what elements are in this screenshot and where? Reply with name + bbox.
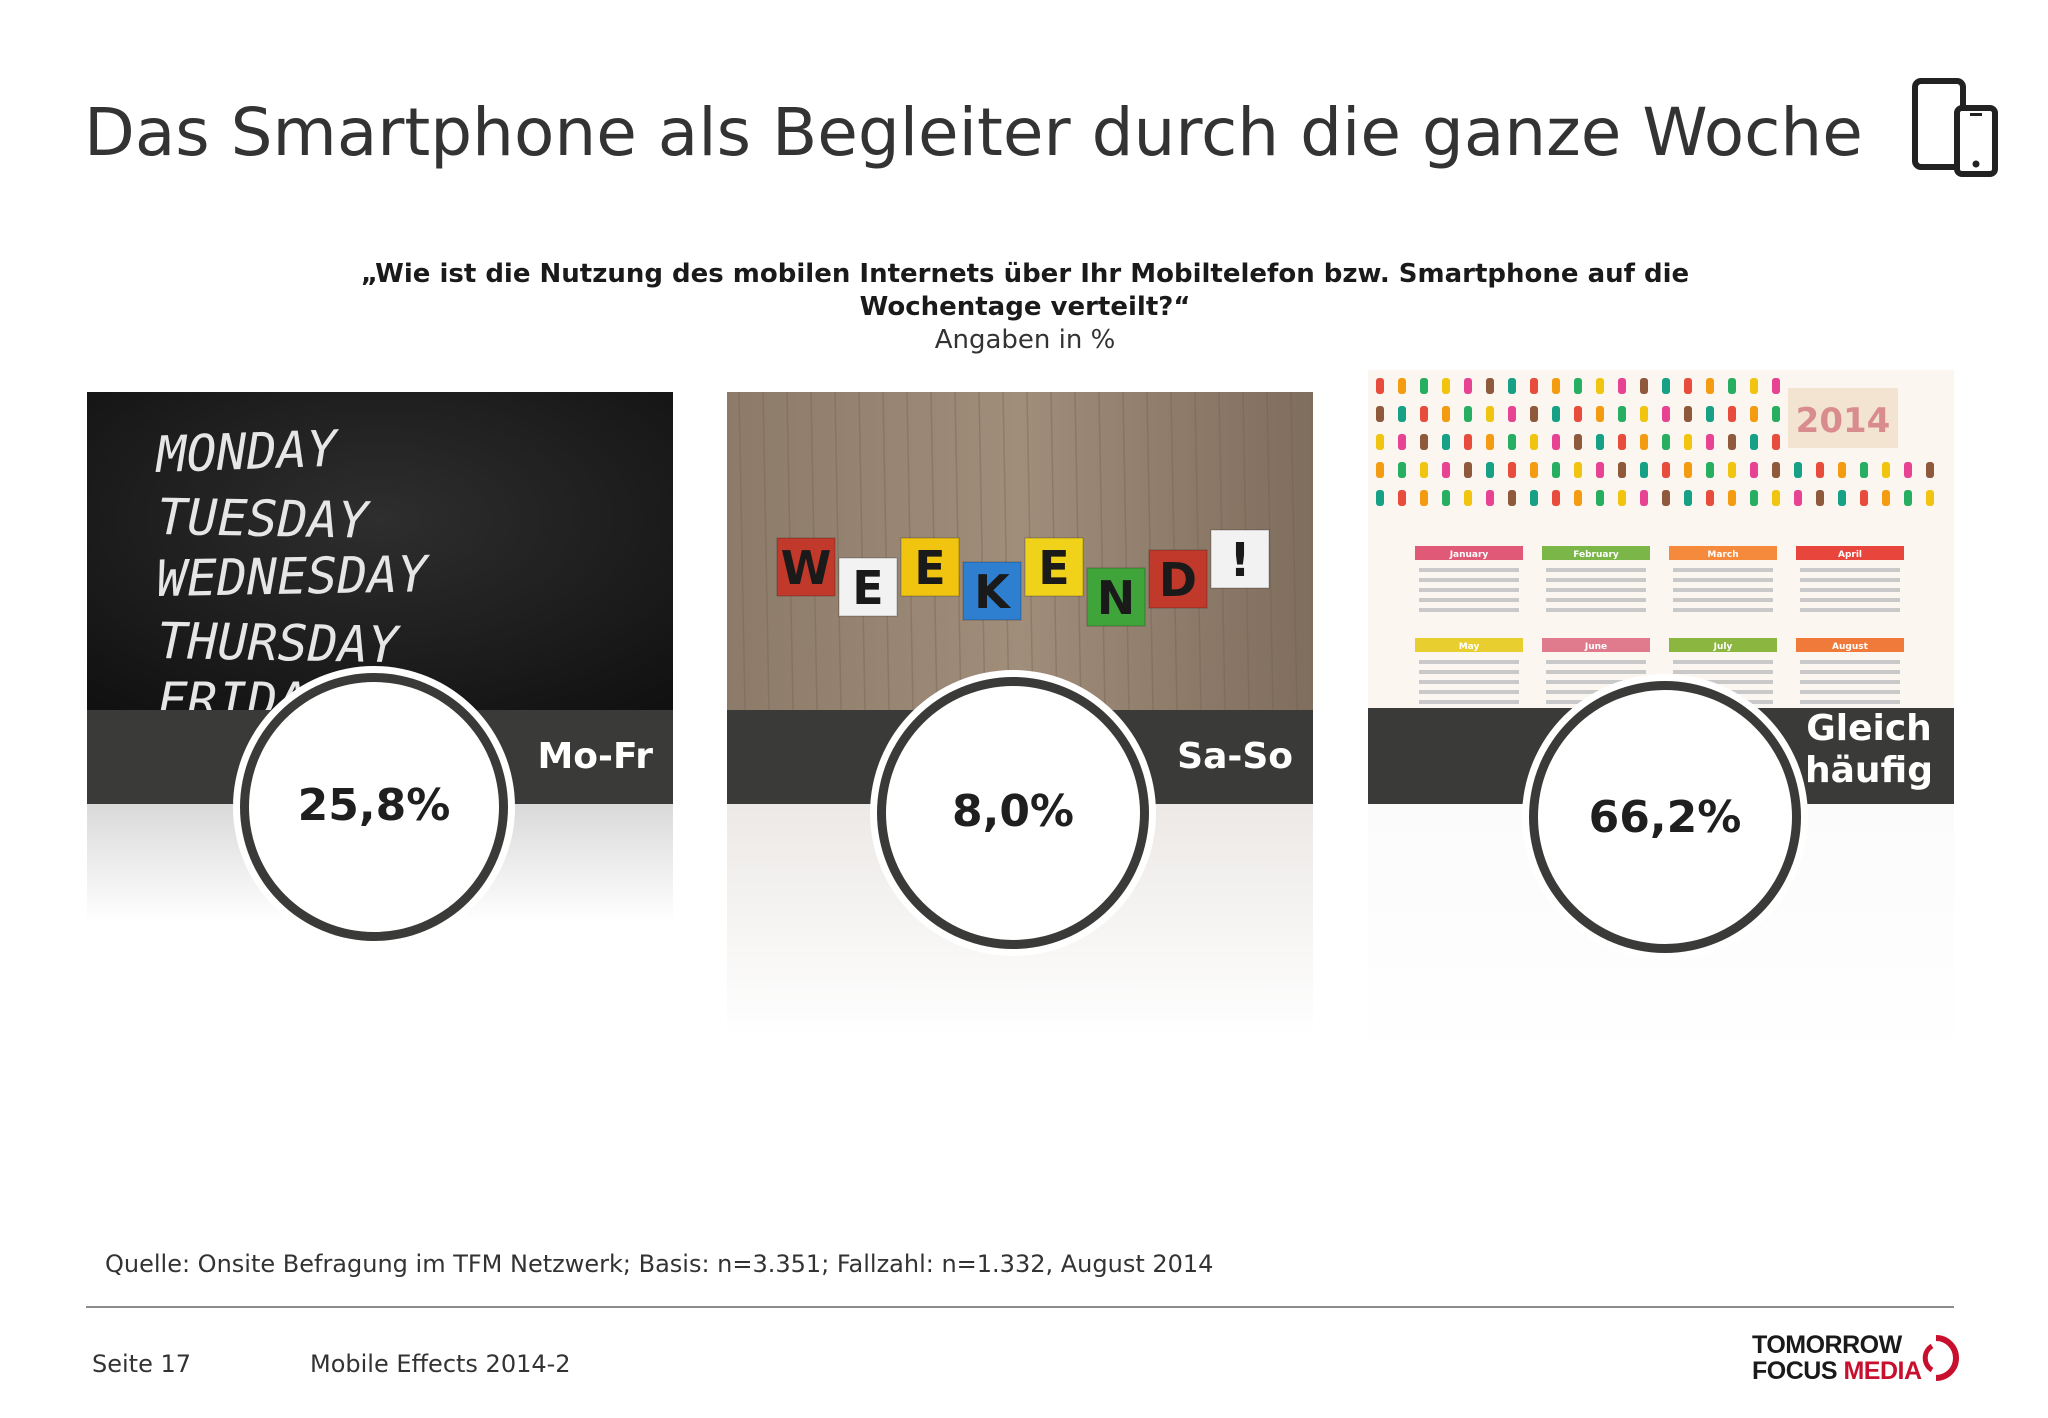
value-ring: 25,8% xyxy=(249,682,499,932)
smartphone-tablet-icon xyxy=(1912,78,1998,177)
svg-text:K: K xyxy=(974,565,1012,619)
calendar-month: May xyxy=(1415,638,1523,704)
svg-text:W: W xyxy=(781,541,832,595)
letter-block: ! xyxy=(1210,529,1270,589)
calendar-month: March xyxy=(1669,546,1777,612)
svg-text:February: February xyxy=(1573,550,1619,560)
logo-word: FOCUS xyxy=(1752,1357,1844,1385)
chalk-word: WEDNESDAY xyxy=(156,545,431,608)
panel-equal: 2014 January February March April May June Jul… xyxy=(1368,370,1954,1134)
letter-block: N xyxy=(1086,567,1146,627)
svg-text:January: January xyxy=(1449,550,1489,560)
weekend-blocks-photo: W E E K EN D! xyxy=(727,392,1313,710)
calendar-photo: 2014 January February March April May June Jul… xyxy=(1368,370,1954,710)
calendar-month: January xyxy=(1415,546,1523,612)
svg-text:E: E xyxy=(852,561,883,615)
chalk-word: THURSDAY xyxy=(157,612,402,674)
company-logo: TOMORROW FOCUS MEDIA xyxy=(1752,1330,1962,1384)
value-label: 66,2% xyxy=(1588,792,1742,843)
calendar-month: June xyxy=(1542,638,1650,704)
question-text: „Wie ist die Nutzung des mobilen Interne… xyxy=(360,259,1690,322)
category-label: Sa-So xyxy=(1177,736,1293,777)
panel-weekend: W E E K E N D! Sa-So 8,0% xyxy=(727,392,1313,1094)
svg-text:D: D xyxy=(1159,553,1197,607)
calendar-year: 2014 xyxy=(1796,401,1891,441)
value-label: 25,8% xyxy=(297,780,451,831)
svg-text:June: June xyxy=(1584,642,1607,652)
svg-text:March: March xyxy=(1707,550,1738,560)
footer-divider xyxy=(86,1306,1954,1308)
chalk-word: TUESDAY xyxy=(157,488,372,550)
logo-mark-icon xyxy=(1922,1335,1959,1381)
svg-text:July: July xyxy=(1713,642,1733,652)
svg-text:N: N xyxy=(1097,571,1136,625)
chalkboard-photo: MONDAY TUESDAY WEDNESDAY THURSDAY FRIDAY xyxy=(87,392,673,710)
publication-name: Mobile Effects 2014-2 xyxy=(310,1350,571,1378)
survey-question: „Wie ist die Nutzung des mobilen Interne… xyxy=(300,258,1750,357)
calendar-month: July xyxy=(1669,638,1777,704)
letter-block: E xyxy=(1024,537,1084,597)
page-title: Das Smartphone als Begleiter durch die g… xyxy=(84,94,1863,171)
value-ring: 66,2% xyxy=(1538,690,1792,944)
year-tag xyxy=(1788,388,1898,448)
letter-block: E xyxy=(838,557,898,617)
page-number: Seite 17 xyxy=(92,1350,192,1378)
category-label: Mo-Fr xyxy=(537,736,653,777)
calendar-month: February xyxy=(1542,546,1650,612)
chalk-word: MONDAY xyxy=(153,420,340,484)
letter-block: K xyxy=(962,561,1022,621)
calendar-month: August xyxy=(1796,638,1904,704)
logo-word-accent: MEDIA xyxy=(1843,1357,1922,1385)
logo-line-1: TOMORROW xyxy=(1752,1331,1902,1359)
letter-block: D xyxy=(1148,549,1208,609)
svg-text:August: August xyxy=(1832,642,1869,652)
unit-note: Angaben in % xyxy=(934,325,1116,355)
svg-text:E: E xyxy=(1038,541,1069,595)
value-ring: 8,0% xyxy=(886,686,1140,940)
logo-line-2: FOCUS MEDIA xyxy=(1752,1358,1922,1384)
svg-text:E: E xyxy=(914,541,945,595)
calendar-month: April xyxy=(1796,546,1904,612)
category-label: Gleich häufig xyxy=(1804,708,1933,791)
svg-text:May: May xyxy=(1459,642,1480,652)
svg-text:April: April xyxy=(1838,550,1862,560)
value-label: 8,0% xyxy=(951,786,1075,837)
letter-block: W xyxy=(776,537,836,597)
panel-weekdays: MONDAY TUESDAY WEDNESDAY THURSDAY FRIDAY… xyxy=(87,392,673,952)
letter-block: E xyxy=(900,537,960,597)
source-note: Quelle: Onsite Befragung im TFM Netzwerk… xyxy=(105,1250,1214,1278)
svg-text:!: ! xyxy=(1230,533,1251,587)
